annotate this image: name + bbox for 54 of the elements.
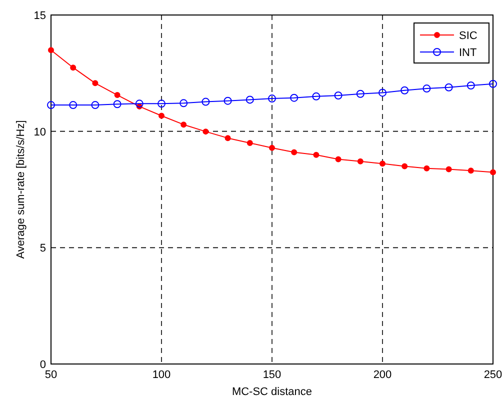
point <box>135 100 144 108</box>
point <box>400 86 409 94</box>
point <box>312 92 320 100</box>
point <box>490 169 496 176</box>
y-axis-title: Average sum-rate [bits/s/Hz] <box>15 120 27 259</box>
point <box>47 101 55 110</box>
x-tick-label: 200 <box>373 369 392 381</box>
point <box>422 84 431 93</box>
point <box>113 100 122 108</box>
legend-label: SIC <box>459 30 478 42</box>
point <box>334 92 342 100</box>
point <box>489 80 497 88</box>
point <box>92 80 98 86</box>
point <box>246 96 254 104</box>
point <box>69 101 78 110</box>
point <box>202 128 209 135</box>
point <box>380 160 386 167</box>
x-axis-title: MC-SC distance <box>232 386 312 398</box>
point <box>269 144 275 151</box>
point <box>378 88 386 97</box>
y-tick-label: 0 <box>40 359 46 371</box>
point <box>268 94 276 103</box>
x-tick-label: 50 <box>44 369 58 381</box>
x-tick-label: 150 <box>262 369 282 381</box>
point <box>444 83 453 92</box>
point <box>290 94 298 102</box>
point <box>158 112 164 119</box>
point <box>446 166 452 172</box>
point <box>114 92 120 98</box>
point <box>291 149 298 156</box>
x-tick-label: 100 <box>152 369 171 381</box>
point <box>224 135 231 142</box>
legend-label: INT <box>459 47 477 59</box>
y-tick-label: 15 <box>34 10 46 22</box>
point <box>402 163 408 170</box>
point <box>424 165 430 172</box>
point <box>91 101 100 110</box>
point <box>180 99 188 108</box>
point <box>224 96 232 105</box>
point <box>468 168 474 174</box>
point <box>357 158 364 164</box>
point <box>313 152 320 158</box>
point <box>180 122 187 128</box>
point <box>202 98 210 106</box>
point <box>335 156 342 162</box>
point <box>356 90 364 98</box>
y-tick-label: 5 <box>40 242 46 255</box>
y-tick-label: 10 <box>34 126 46 138</box>
point <box>246 140 253 146</box>
point <box>158 100 166 108</box>
x-tick-label: 250 <box>484 369 502 381</box>
point <box>48 47 54 54</box>
point <box>466 82 475 90</box>
point <box>70 64 76 71</box>
